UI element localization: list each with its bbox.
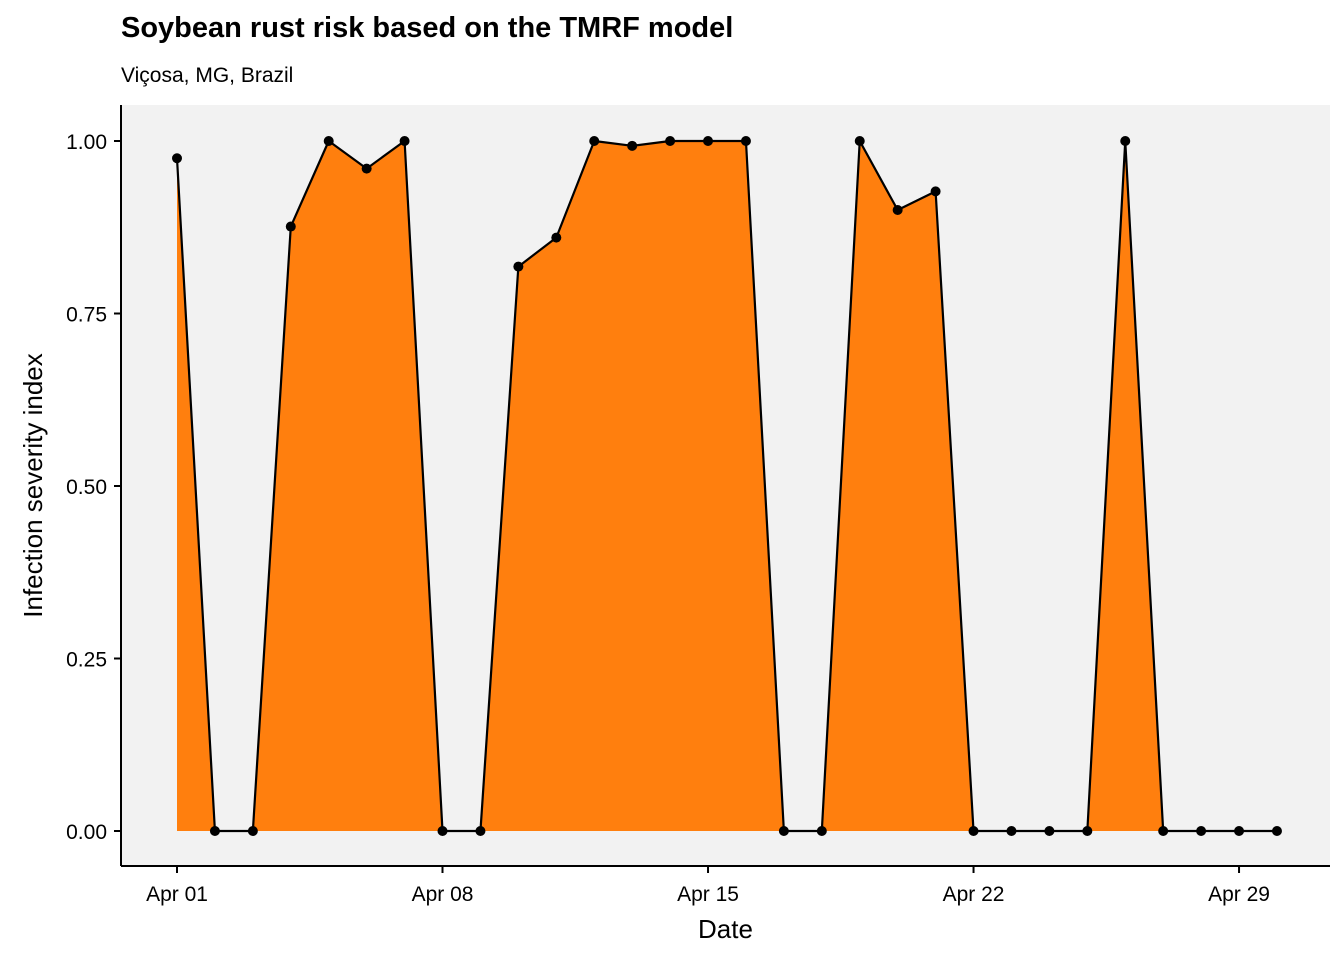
- data-point-2024-04-24: [1044, 826, 1055, 836]
- data-point-2024-04-04: [285, 221, 296, 232]
- data-point-2024-04-23: [1006, 826, 1017, 836]
- x-axis-label: Date: [698, 914, 753, 944]
- data-point-2024-04-20: [892, 205, 903, 215]
- y-tick-label: 0.75: [66, 304, 107, 327]
- data-point-2024-04-03: [247, 826, 258, 836]
- data-point-2024-04-10: [513, 261, 524, 272]
- data-points: [172, 136, 1282, 836]
- x-tick-label: Apr 08: [412, 883, 474, 906]
- data-point-2024-04-09: [475, 826, 486, 836]
- data-point-2024-04-27: [1158, 826, 1169, 836]
- x-tick-label: Apr 15: [677, 883, 739, 906]
- data-point-2024-04-25: [1082, 826, 1093, 836]
- y-tick-label: 0.00: [66, 821, 107, 844]
- chart-title: Soybean rust risk based on the TMRF mode…: [121, 12, 734, 44]
- data-point-2024-04-02: [209, 826, 220, 836]
- data-point-2024-04-30: [1271, 826, 1282, 836]
- data-point-2024-04-19: [854, 136, 865, 146]
- x-tick-label: Apr 01: [146, 883, 208, 906]
- data-point-2024-04-21: [930, 186, 941, 197]
- chart-subtitle: Viçosa, MG, Brazil: [121, 64, 294, 87]
- data-point-2024-04-06: [361, 163, 372, 174]
- data-point-2024-04-29: [1234, 826, 1245, 836]
- data-point-2024-04-05: [323, 136, 334, 146]
- data-point-2024-04-14: [665, 136, 676, 146]
- data-point-2024-04-15: [703, 136, 714, 146]
- data-point-2024-04-11: [551, 232, 562, 243]
- data-point-2024-04-26: [1120, 136, 1131, 146]
- y-tick-label: 1.00: [66, 131, 107, 154]
- data-point-2024-04-28: [1196, 826, 1207, 836]
- data-point-2024-04-12: [589, 136, 600, 146]
- area-fill: [177, 141, 1277, 831]
- series-line: [175, 139, 1277, 833]
- data-point-2024-04-17: [778, 826, 789, 836]
- data-point-2024-04-08: [437, 826, 448, 836]
- y-tick-label: 0.50: [66, 476, 107, 499]
- x-tick-label: Apr 29: [1208, 883, 1270, 906]
- y-axis-label: Infection severity index: [18, 353, 48, 617]
- y-tick-label: 0.25: [66, 649, 107, 672]
- data-point-2024-04-13: [627, 140, 638, 151]
- x-tick-label: Apr 22: [943, 883, 1005, 906]
- x-axis-ticks: Apr 01 Apr 08 Apr 15 Apr 22 Apr 29: [146, 866, 1270, 906]
- data-point-2024-04-18: [816, 826, 827, 836]
- data-point-2024-04-07: [399, 136, 410, 146]
- data-point-2024-04-22: [968, 826, 979, 836]
- y-axis-ticks: 0.00 0.25 0.50 0.75 1.00: [66, 131, 121, 844]
- data-point-2024-04-01: [172, 153, 182, 164]
- data-point-2024-04-16: [740, 136, 751, 146]
